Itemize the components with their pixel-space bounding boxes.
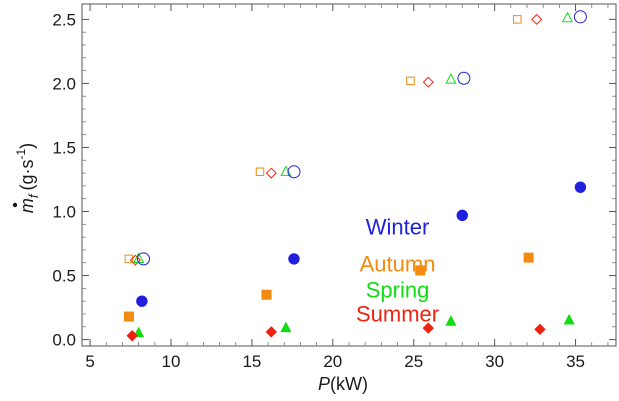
winter-open-circle-point — [457, 71, 471, 85]
spring-filled-triangle-point — [280, 321, 292, 333]
winter-open-circle-point — [136, 252, 150, 266]
winter-filled-circle-point — [136, 295, 148, 307]
x-tick-label: 35 — [566, 352, 585, 371]
x-tick-label: 5 — [85, 352, 94, 371]
autumn-filled-square-point — [415, 265, 426, 276]
autumn-filled-square-point — [123, 311, 134, 322]
plot-border — [81, 3, 617, 347]
y-tick-label: 2.5 — [52, 10, 76, 29]
plot-frame — [81, 3, 617, 347]
summer-filled-diamond-point — [265, 326, 278, 338]
x-axis-ticks: 5 10 15 20 25 30 35 — [85, 4, 609, 371]
summer-open-diamond-point — [422, 76, 434, 88]
x-tick-label: 10 — [162, 352, 181, 371]
autumn-filled-square-point — [523, 252, 534, 263]
x-tick-label: 25 — [404, 352, 423, 371]
spring-open-triangle-point — [445, 73, 457, 84]
y-tick-label: 0.0 — [52, 331, 76, 350]
winter-open-circle-point — [573, 10, 587, 24]
data-points — [123, 10, 587, 342]
label-spring: Spring — [366, 277, 430, 302]
y-tick-label: 1.0 — [52, 203, 76, 222]
x-axis-title: P(kW) — [318, 374, 368, 394]
spring-filled-triangle-point — [445, 315, 457, 326]
label-summer: Summer — [356, 302, 439, 327]
label-autumn: Autumn — [360, 252, 436, 277]
winter-filled-circle-point — [288, 253, 300, 265]
label-winter: Winter — [366, 215, 430, 240]
x-tick-label: 15 — [242, 352, 261, 371]
winter-filled-circle-point — [574, 181, 587, 193]
y-axis-title: mf(g·s-1) — [12, 143, 41, 213]
y-axis-title-dot — [12, 202, 18, 208]
autumn-open-square-point — [255, 167, 265, 177]
autumn-open-square-point — [124, 254, 134, 264]
summer-open-diamond-point — [265, 167, 277, 179]
winter-open-circle-point — [287, 165, 301, 179]
spring-filled-triangle-point — [563, 313, 575, 325]
autumn-open-square-point — [513, 15, 522, 24]
svg-text:mf(g·s-1): mf(g·s-1) — [14, 143, 41, 213]
y-tick-label: 2.0 — [52, 74, 76, 93]
y-tick-label: 0.5 — [52, 267, 76, 286]
y-tick-label: 1.5 — [52, 138, 76, 157]
autumn-filled-square-point — [261, 289, 272, 300]
autumn-open-square-point — [406, 76, 415, 86]
summer-open-diamond-point — [531, 13, 543, 25]
summer-open-diamond-point — [129, 254, 141, 266]
spring-open-triangle-point — [561, 11, 574, 23]
summer-filled-diamond-point — [126, 330, 138, 342]
x-tick-label: 20 — [323, 352, 342, 371]
summer-filled-diamond-point — [422, 322, 434, 334]
summer-filled-diamond-point — [534, 323, 546, 336]
winter-filled-circle-point — [456, 209, 468, 222]
x-tick-label: 30 — [485, 352, 504, 371]
y-axis-ticks: 0.0 0.5 1.0 1.5 2.0 2.5 — [52, 10, 616, 350]
